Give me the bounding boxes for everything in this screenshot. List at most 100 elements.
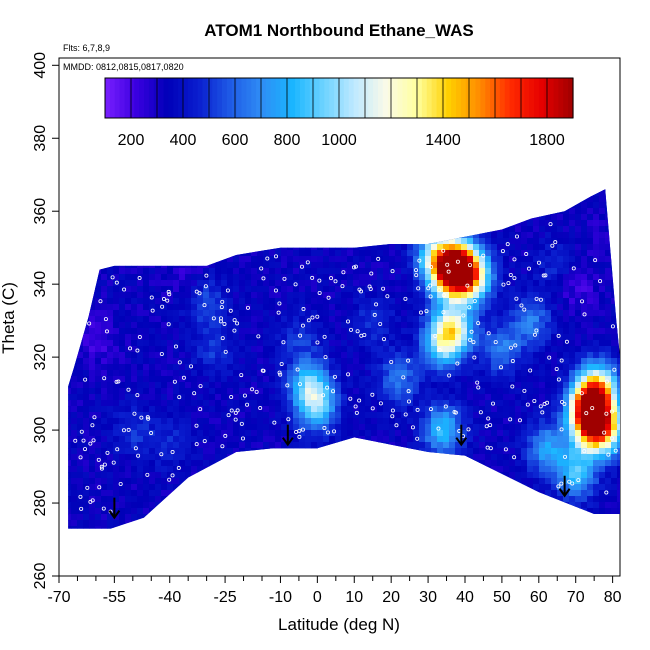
heat-cell (293, 178, 300, 185)
heat-cell (149, 189, 156, 191)
heat-cell (419, 568, 426, 575)
heat-cell (83, 502, 90, 509)
heat-cell (227, 328, 234, 335)
heat-cell (407, 346, 414, 353)
heat-cell (353, 202, 360, 209)
heat-cell (77, 550, 84, 557)
heat-cell (311, 238, 318, 245)
heat-cell (137, 514, 144, 521)
heat-cell (371, 370, 378, 377)
heat-cell (65, 538, 72, 545)
heat-cell (335, 382, 342, 389)
heat-cell (461, 268, 468, 275)
heat-cell (347, 322, 354, 329)
heat-cell (209, 400, 216, 407)
heat-cell (101, 484, 108, 491)
heat-cell (155, 412, 162, 419)
heat-cell (245, 418, 252, 425)
heat-cell (425, 442, 432, 449)
heat-cell (251, 496, 258, 503)
heat-cell (467, 574, 474, 581)
heat-cell (437, 208, 444, 215)
colorbar-cell (178, 78, 184, 118)
heat-cell (281, 316, 288, 323)
heat-cell (257, 388, 264, 395)
heat-cell (485, 268, 492, 275)
heat-cell (401, 304, 408, 311)
heat-cell (131, 466, 138, 473)
heat-cell (221, 274, 228, 281)
heat-cell (239, 502, 246, 509)
heat-cell (305, 226, 312, 233)
heat-cell (455, 232, 462, 239)
heat-cell (113, 316, 120, 323)
heat-cell (95, 328, 102, 335)
heat-cell (431, 238, 438, 245)
heat-cell (365, 310, 372, 317)
heat-cell (71, 556, 78, 563)
heat-cell (419, 178, 426, 185)
heat-cell (149, 460, 156, 467)
heat-cell (257, 562, 264, 569)
heat-cell (137, 442, 144, 449)
heat-cell (143, 466, 150, 473)
heat-cell (401, 358, 408, 365)
heat-cell (77, 442, 84, 449)
heat-cell (77, 310, 84, 317)
heat-cell (71, 514, 78, 521)
heat-cell (167, 334, 174, 341)
colorbar-cell (407, 78, 413, 118)
heat-cell (431, 406, 438, 413)
heat-cell (413, 316, 420, 323)
heat-cell (179, 388, 186, 395)
heat-cell (341, 214, 348, 221)
heat-cell (311, 250, 318, 257)
heat-cell (395, 256, 402, 263)
heat-cell (299, 316, 306, 323)
heat-cell (251, 400, 258, 407)
heat-cell (461, 556, 468, 563)
heat-cell (233, 334, 240, 341)
heat-cell (203, 532, 210, 539)
heat-cell (419, 526, 426, 529)
heat-cell (68, 202, 72, 209)
heat-cell (305, 340, 312, 347)
colorbar-cell (543, 78, 550, 118)
heat-cell (143, 220, 150, 227)
heat-cell (68, 244, 72, 251)
heat-cell (431, 448, 438, 455)
heat-cell (179, 550, 186, 557)
heat-cell (359, 442, 366, 449)
heat-cell (353, 508, 360, 515)
heat-cell (95, 364, 102, 371)
heat-cell (353, 490, 360, 497)
heat-cell (311, 556, 318, 563)
heat-cell (353, 514, 360, 521)
heat-cell (149, 304, 156, 311)
heat-cell (77, 526, 84, 529)
heat-cell (305, 298, 312, 305)
heat-cell (365, 442, 372, 449)
heat-cell (149, 328, 156, 335)
heat-cell (485, 310, 492, 317)
heat-cell (68, 190, 72, 197)
heat-cell (215, 496, 222, 503)
heat-cell (251, 550, 258, 557)
heat-cell (305, 256, 312, 263)
heat-cell (59, 478, 66, 485)
heat-cell (251, 250, 258, 257)
heat-cell (413, 382, 420, 389)
heat-cell (443, 268, 450, 275)
heat-cell (167, 502, 174, 509)
heat-cell (155, 484, 162, 491)
heat-cell (401, 244, 408, 251)
heat-cell (371, 189, 378, 191)
heat-cell (191, 364, 198, 371)
heat-cell (377, 496, 384, 503)
heat-cell (293, 370, 300, 377)
heat-cell (455, 358, 462, 365)
heat-cell (377, 412, 384, 419)
heat-cell (353, 496, 360, 503)
heat-cell (359, 514, 366, 521)
heat-cell (179, 556, 186, 563)
